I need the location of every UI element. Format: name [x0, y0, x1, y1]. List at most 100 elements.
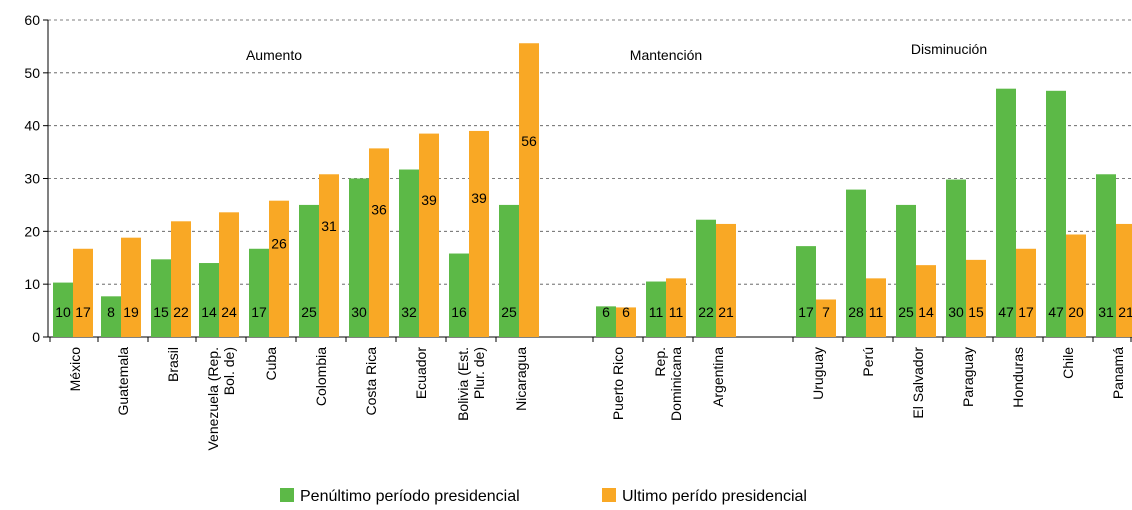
- bar-ultimo-cuba: [269, 200, 289, 337]
- data-label-penultimo-honduras: 47: [998, 304, 1014, 320]
- data-label-penultimo-peru: 28: [848, 304, 864, 320]
- data-label-ultimo-honduras: 17: [1018, 304, 1034, 320]
- data-label-penultimo-uruguay: 17: [798, 304, 814, 320]
- y-tick-label-40: 40: [24, 118, 40, 134]
- y-tick-label-30: 30: [24, 171, 40, 187]
- x-tick-label-el-salvador: El Salvador: [910, 347, 926, 419]
- bar-ultimo-uruguay: [816, 299, 836, 337]
- data-label-penultimo-brasil: 15: [153, 304, 169, 320]
- bar-ultimo-costa-rica: [369, 148, 389, 337]
- data-label-ultimo-mexico: 17: [75, 304, 91, 320]
- bar-penultimo-panama: [1096, 174, 1116, 337]
- data-label-ultimo-panama: 21: [1118, 304, 1132, 320]
- x-tick-label-nicaragua: Nicaragua: [513, 347, 529, 411]
- bar-penultimo-ecuador: [399, 169, 419, 337]
- data-label-penultimo-chile: 47: [1048, 304, 1064, 320]
- bar-ultimo-guatemala: [121, 237, 141, 337]
- x-tick-label-panama: Panamá: [1110, 347, 1126, 399]
- data-label-penultimo-colombia: 25: [301, 304, 317, 320]
- data-label-penultimo-puerto-rico: 6: [602, 304, 610, 320]
- bar-penultimo-chile: [1046, 90, 1066, 338]
- bar-penultimo-guatemala: [101, 296, 121, 337]
- bar-penultimo-colombia: [299, 204, 319, 337]
- bar-ultimo-brasil: [171, 221, 191, 337]
- bar-ultimo-mexico: [73, 248, 93, 337]
- data-label-penultimo-bolivia-est-plur-de: 16: [451, 304, 467, 320]
- x-tick-label-bolivia-est-plur-de: Bolivia (Est.Plur. de): [455, 347, 487, 421]
- y-tick-label-60: 60: [24, 12, 40, 28]
- bar-ultimo-el-salvador: [916, 265, 936, 337]
- data-label-ultimo-el-salvador: 14: [918, 304, 934, 320]
- legend-swatch-ultimo: [602, 488, 616, 502]
- bar-ultimo-panama: [1116, 223, 1132, 337]
- bar-ultimo-puerto-rico: [616, 307, 636, 337]
- x-tick-label-uruguay: Uruguay: [810, 347, 826, 400]
- bar-penultimo-mexico: [53, 282, 73, 337]
- bar-ultimo-venezuela-rep-bol-de: [219, 212, 239, 337]
- legend-swatch-penultimo: [280, 488, 294, 502]
- legend-label-ultimo: Ultimo perído presidencial: [622, 488, 807, 505]
- bar-penultimo-brasil: [151, 259, 171, 337]
- bar-ultimo-peru: [866, 278, 886, 337]
- data-label-penultimo-argentina: 22: [698, 304, 714, 320]
- x-tick-label-argentina: Argentina: [710, 347, 726, 407]
- bar-ultimo-rep-dominicana: [666, 278, 686, 337]
- data-label-ultimo-nicaragua: 56: [521, 133, 537, 149]
- bar-ultimo-colombia: [319, 174, 339, 337]
- data-label-penultimo-mexico: 10: [55, 304, 71, 320]
- bar-penultimo-bolivia-est-plur-de: [449, 253, 469, 337]
- data-label-ultimo-bolivia-est-plur-de: 39: [471, 190, 487, 206]
- bar-penultimo-honduras: [996, 88, 1016, 337]
- x-tick-label-honduras: Honduras: [1010, 347, 1026, 408]
- data-label-penultimo-guatemala: 8: [107, 304, 115, 320]
- data-label-penultimo-panama: 31: [1098, 304, 1114, 320]
- x-tick-label-brasil: Brasil: [165, 347, 181, 382]
- bar-penultimo-paraguay: [946, 179, 966, 337]
- data-label-ultimo-costa-rica: 36: [371, 201, 387, 217]
- data-label-penultimo-cuba: 17: [251, 304, 267, 320]
- bar-penultimo-venezuela-rep-bol-de: [199, 263, 219, 337]
- bar-ultimo-nicaragua: [519, 43, 539, 337]
- x-tick-label-paraguay: Paraguay: [960, 347, 976, 407]
- bar-penultimo-uruguay: [796, 246, 816, 337]
- bar-penultimo-nicaragua: [499, 204, 519, 337]
- data-label-penultimo-el-salvador: 25: [898, 304, 914, 320]
- bar-ultimo-honduras: [1016, 248, 1036, 337]
- x-tick-label-costa-rica: Costa Rica: [363, 347, 379, 416]
- x-tick-label-mexico: México: [67, 347, 83, 392]
- data-label-penultimo-venezuela-rep-bol-de: 14: [201, 304, 217, 320]
- data-label-ultimo-ecuador: 39: [421, 192, 437, 208]
- bar-ultimo-argentina: [716, 223, 736, 337]
- data-label-ultimo-uruguay: 7: [822, 304, 830, 320]
- x-tick-label-puerto-rico: Puerto Rico: [610, 347, 626, 420]
- data-label-ultimo-venezuela-rep-bol-de: 24: [221, 304, 237, 320]
- data-label-ultimo-argentina: 21: [718, 304, 734, 320]
- data-label-penultimo-nicaragua: 25: [501, 304, 517, 320]
- bar-ultimo-bolivia-est-plur-de: [469, 130, 489, 337]
- x-tick-label-cuba: Cuba: [263, 347, 279, 381]
- data-label-penultimo-paraguay: 30: [948, 304, 964, 320]
- bar-ultimo-paraguay: [966, 259, 986, 337]
- x-tick-label-venezuela-rep-bol-de: Venezuela (Rep.Bol. de): [205, 347, 237, 451]
- data-label-ultimo-chile: 20: [1068, 304, 1084, 320]
- data-label-penultimo-ecuador: 32: [401, 304, 417, 320]
- bar-penultimo-argentina: [696, 219, 716, 337]
- data-label-penultimo-costa-rica: 30: [351, 304, 367, 320]
- x-tick-label-ecuador: Ecuador: [413, 347, 429, 399]
- data-label-ultimo-paraguay: 15: [968, 304, 984, 320]
- x-tick-label-peru: Perú: [860, 347, 876, 377]
- bar-penultimo-costa-rica: [349, 178, 369, 337]
- y-tick-label-50: 50: [24, 65, 40, 81]
- group-label-disminucion: Disminución: [911, 41, 987, 57]
- bar-penultimo-cuba: [249, 248, 269, 337]
- data-label-ultimo-peru: 11: [869, 304, 884, 320]
- y-tick-label-20: 20: [24, 223, 40, 239]
- bar-ultimo-ecuador: [419, 133, 439, 337]
- bar-penultimo-rep-dominicana: [646, 281, 666, 337]
- bar-penultimo-puerto-rico: [596, 306, 616, 337]
- data-label-ultimo-brasil: 22: [173, 304, 189, 320]
- bar-ultimo-chile: [1066, 234, 1086, 337]
- y-tick-label-10: 10: [24, 276, 40, 292]
- group-label-aumento: Aumento: [246, 47, 302, 63]
